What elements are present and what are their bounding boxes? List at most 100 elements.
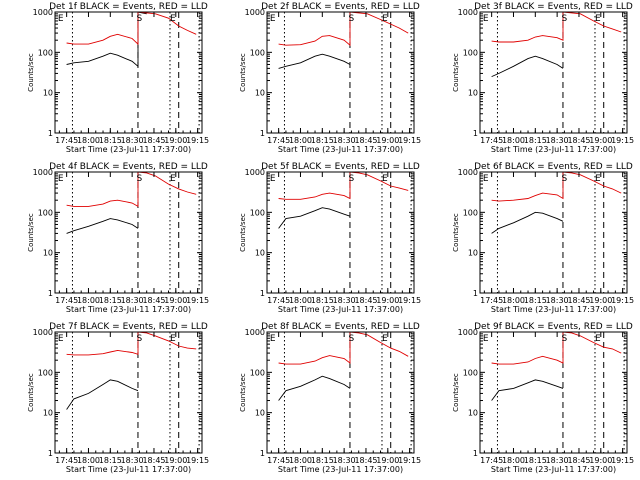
marker-s-2: S [137, 14, 143, 24]
y-tick-label: 1000 [245, 8, 265, 17]
y-axis-label: Counts/sec [239, 213, 247, 252]
marker-e-3: E [382, 174, 388, 184]
x-tick-label: 18:00 [502, 296, 525, 305]
marker-e-1: E [58, 14, 64, 24]
x-tick-label: 17:45 [55, 296, 78, 305]
panel-title: Det 7f BLACK = Events, RED = LLD [49, 322, 208, 332]
x-tick-label: 18:30 [333, 456, 356, 465]
y-tick-label: 10 [468, 409, 478, 418]
x-tick-label: 19:15 [398, 456, 421, 465]
x-tick-label: 18:15 [99, 456, 122, 465]
panel-title: Det 1f BLACK = Events, RED = LLD [49, 2, 208, 12]
events-series-line [491, 379, 564, 401]
lld-series-line [278, 331, 409, 365]
y-tick-label: 100 [463, 208, 478, 217]
panel-2: Det 2f BLACK = Events, RED = LLD E S E 1 10 10… [239, 2, 421, 154]
x-tick-label: 18:00 [502, 456, 525, 465]
y-tick-label: 1000 [33, 8, 53, 17]
y-tick-label: 1000 [245, 168, 265, 177]
x-tick-label: 18:00 [289, 136, 312, 145]
axis-frame [266, 331, 415, 454]
x-tick-label: 18:30 [546, 136, 569, 145]
panel-1: Det 1f BLACK = Events, RED = LLD E S E 1 10 10… [27, 2, 209, 154]
panel-3: Det 3f BLACK = Events, RED = LLD E S E 1 10 10… [452, 2, 634, 154]
x-axis-label: Start Time (23-Jul-11 17:37:00) [491, 305, 616, 314]
x-tick-label: 18:00 [502, 136, 525, 145]
y-tick-label: 10 [255, 409, 265, 418]
x-tick-label: 19:15 [186, 136, 209, 145]
y-tick-label: 1 [48, 449, 53, 458]
x-tick-label: 19:15 [611, 136, 634, 145]
y-tick-label: 10 [255, 89, 265, 98]
x-tick-label: 18:15 [311, 456, 334, 465]
y-tick-label: 1 [48, 129, 53, 138]
marker-e-1: E [58, 174, 64, 184]
x-tick-label: 18:30 [121, 296, 144, 305]
y-tick-label: 10 [43, 89, 53, 98]
y-axis-label: Counts/sec [239, 373, 247, 412]
x-axis-label: Start Time (23-Jul-11 17:37:00) [278, 145, 403, 154]
x-tick-label: 19:00 [589, 456, 612, 465]
marker-s-2: S [562, 174, 568, 184]
x-tick-label: 18:15 [99, 296, 122, 305]
marker-e-1: E [483, 174, 489, 184]
axis-frame [479, 331, 628, 454]
marker-e-1: E [270, 14, 276, 24]
marker-s-2: S [349, 174, 355, 184]
x-tick-label: 18:15 [311, 136, 334, 145]
events-series-line [66, 11, 147, 68]
lld-series-line [278, 171, 409, 200]
x-tick-label: 19:00 [589, 296, 612, 305]
x-tick-label: 18:45 [142, 296, 165, 305]
axis-frame [479, 171, 628, 294]
lld-series-line [491, 331, 622, 365]
panel-9: Det 9f BLACK = Events, RED = LLD E S E 1 10 10… [452, 322, 634, 474]
y-axis-label: Counts/sec [27, 373, 35, 412]
y-tick-label: 1 [260, 449, 265, 458]
marker-s-2: S [137, 334, 143, 344]
panel-4: Det 4f BLACK = Events, RED = LLD E S E 1 10 10… [27, 162, 209, 314]
x-tick-label: 18:15 [524, 136, 547, 145]
panel-title: Det 6f BLACK = Events, RED = LLD [474, 162, 633, 172]
y-tick-label: 100 [250, 368, 265, 377]
marker-e-1: E [483, 14, 489, 24]
marker-e-3: E [595, 14, 601, 24]
axis-frame [54, 11, 203, 134]
x-tick-label: 19:00 [164, 296, 187, 305]
x-axis-label: Start Time (23-Jul-11 17:37:00) [491, 465, 616, 474]
y-tick-label: 1 [473, 289, 478, 298]
axis-frame [479, 11, 628, 134]
marker-e-3: E [595, 334, 601, 344]
y-tick-label: 1000 [458, 8, 478, 17]
x-tick-label: 18:15 [99, 136, 122, 145]
axis-frame [266, 11, 415, 134]
x-tick-label: 18:00 [77, 296, 100, 305]
x-tick-label: 18:00 [289, 456, 312, 465]
y-tick-label: 100 [38, 48, 53, 57]
events-series-line [278, 375, 351, 401]
x-tick-label: 19:15 [611, 296, 634, 305]
y-axis-label: Counts/sec [452, 213, 460, 252]
y-tick-label: 100 [463, 368, 478, 377]
y-tick-label: 1 [260, 129, 265, 138]
x-axis-label: Start Time (23-Jul-11 17:37:00) [491, 145, 616, 154]
x-tick-label: 19:00 [376, 456, 399, 465]
lld-series-line [66, 11, 197, 46]
x-tick-label: 18:30 [121, 136, 144, 145]
x-tick-label: 19:15 [398, 296, 421, 305]
x-axis-label: Start Time (23-Jul-11 17:37:00) [278, 465, 403, 474]
panel-6: Det 6f BLACK = Events, RED = LLD E S E 1 10 10… [452, 162, 634, 314]
x-tick-label: 18:00 [77, 456, 100, 465]
x-tick-label: 19:00 [164, 456, 187, 465]
x-tick-label: 19:00 [376, 136, 399, 145]
y-tick-label: 1 [473, 129, 478, 138]
x-tick-label: 18:45 [567, 136, 590, 145]
marker-e-3: E [170, 174, 176, 184]
y-tick-label: 10 [468, 89, 478, 98]
lld-series-line [491, 171, 622, 202]
x-tick-label: 19:15 [186, 296, 209, 305]
x-tick-label: 18:30 [546, 456, 569, 465]
x-axis-label: Start Time (23-Jul-11 17:37:00) [278, 305, 403, 314]
x-tick-label: 18:45 [142, 136, 165, 145]
